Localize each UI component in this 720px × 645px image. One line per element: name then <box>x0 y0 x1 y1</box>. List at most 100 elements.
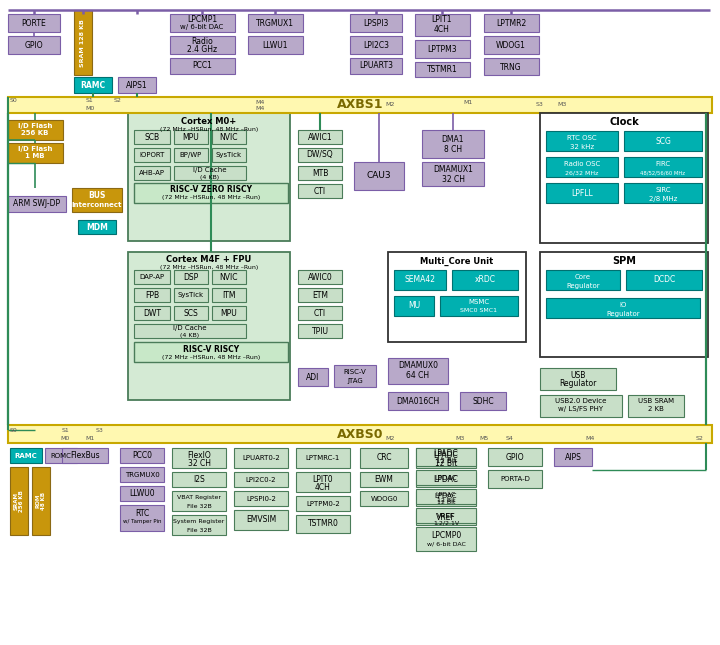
Bar <box>120 486 164 501</box>
Bar <box>298 148 342 162</box>
Text: DW/SQ: DW/SQ <box>307 150 333 159</box>
Bar <box>350 36 402 54</box>
Text: 8 CH: 8 CH <box>444 144 462 154</box>
Bar <box>45 448 77 463</box>
Text: S0: S0 <box>10 99 18 103</box>
Bar <box>170 58 235 74</box>
Text: I/D Flash: I/D Flash <box>18 123 52 129</box>
Bar <box>298 324 342 338</box>
Text: (72 MHz –HSRun, 48 MHz –Run): (72 MHz –HSRun, 48 MHz –Run) <box>160 266 258 270</box>
Bar <box>134 183 288 203</box>
Text: Regulator: Regulator <box>559 379 597 388</box>
Bar <box>120 505 164 531</box>
Bar <box>422 130 484 158</box>
Text: 12 Bit: 12 Bit <box>437 499 455 504</box>
Text: MPU: MPU <box>220 308 238 317</box>
Text: DMAMUX1: DMAMUX1 <box>433 166 473 175</box>
Bar <box>212 270 246 284</box>
Text: DSP: DSP <box>184 272 199 281</box>
Text: Core: Core <box>575 274 591 280</box>
Bar <box>298 130 342 144</box>
Bar <box>8 36 60 54</box>
Text: M1: M1 <box>86 435 94 441</box>
Text: LPDAC: LPDAC <box>435 475 457 481</box>
Text: 32 CH: 32 CH <box>187 459 210 468</box>
Bar <box>394 270 446 290</box>
Text: M4: M4 <box>256 99 265 104</box>
Text: 12 Bit: 12 Bit <box>437 501 455 506</box>
Bar <box>172 515 226 535</box>
Bar <box>416 448 476 468</box>
Text: IO: IO <box>619 302 626 308</box>
Bar <box>134 324 246 338</box>
Text: S2: S2 <box>696 435 704 441</box>
Text: AXBS0: AXBS0 <box>337 428 383 441</box>
Text: (72 MHz –HSRun, 48 MHz –Run): (72 MHz –HSRun, 48 MHz –Run) <box>160 126 258 132</box>
Text: S2: S2 <box>114 99 122 103</box>
Text: MSMC: MSMC <box>469 299 490 305</box>
Text: LPTMR2: LPTMR2 <box>496 19 526 28</box>
Bar <box>415 14 470 36</box>
Text: GPIO: GPIO <box>505 453 524 462</box>
Bar <box>540 113 708 243</box>
Text: 26/32 MHz: 26/32 MHz <box>565 170 599 175</box>
Bar <box>484 36 539 54</box>
Bar <box>484 14 539 32</box>
Text: AIPS: AIPS <box>564 453 582 462</box>
Text: JTAG: JTAG <box>347 378 363 384</box>
Bar <box>32 467 50 535</box>
Bar <box>128 113 290 241</box>
Bar <box>546 157 618 177</box>
Bar <box>298 270 342 284</box>
Text: USB SRAM: USB SRAM <box>638 398 674 404</box>
Text: LLWU0: LLWU0 <box>129 490 155 499</box>
Bar <box>350 14 402 32</box>
Text: M3: M3 <box>455 435 464 441</box>
Bar <box>416 448 476 466</box>
Bar <box>460 392 506 410</box>
Bar <box>296 496 350 511</box>
Text: LPFLL: LPFLL <box>571 188 593 197</box>
Bar <box>172 472 226 487</box>
Bar <box>134 166 170 180</box>
Bar <box>360 448 408 468</box>
Text: SCG: SCG <box>655 137 671 146</box>
Text: I/D Cache: I/D Cache <box>174 325 207 331</box>
Text: (4 KB): (4 KB) <box>200 175 220 179</box>
Text: MPU: MPU <box>183 132 199 141</box>
Text: I2S: I2S <box>193 475 205 484</box>
Bar <box>134 148 170 162</box>
Bar <box>298 306 342 320</box>
Text: M1: M1 <box>464 99 472 104</box>
Text: AXBS1: AXBS1 <box>337 99 383 112</box>
Text: ITM: ITM <box>222 290 235 299</box>
Text: SMC0 SMC1: SMC0 SMC1 <box>461 308 498 313</box>
Bar <box>8 425 712 443</box>
Bar <box>8 14 60 32</box>
Bar <box>212 130 246 144</box>
Text: RISC-V: RISC-V <box>343 369 366 375</box>
Text: MTB: MTB <box>312 168 328 177</box>
Bar <box>488 448 542 466</box>
Text: AWIC0: AWIC0 <box>307 272 333 281</box>
Text: LPDAC: LPDAC <box>433 475 459 484</box>
Text: 1.2/2.1V: 1.2/2.1V <box>433 521 459 526</box>
Bar <box>388 358 448 384</box>
Text: ROM
48 KB: ROM 48 KB <box>35 492 46 510</box>
Text: LPSPI3: LPSPI3 <box>364 19 389 28</box>
Bar <box>394 296 434 316</box>
Text: WDOG1: WDOG1 <box>496 41 526 50</box>
Text: CTI: CTI <box>314 308 326 317</box>
Bar <box>134 130 170 144</box>
Text: SIRC: SIRC <box>655 187 671 193</box>
Text: LPIT0: LPIT0 <box>312 475 333 484</box>
Bar <box>78 220 116 234</box>
Text: SDHC: SDHC <box>472 397 494 406</box>
Bar <box>170 36 235 54</box>
Bar <box>626 270 702 290</box>
Text: 1 MB: 1 MB <box>25 153 45 159</box>
Text: RISC-V ZERO RISCY: RISC-V ZERO RISCY <box>170 186 252 195</box>
Text: ARM SWJ-DP: ARM SWJ-DP <box>14 199 60 208</box>
Text: LPDAC: LPDAC <box>436 491 456 497</box>
Bar <box>8 120 63 140</box>
